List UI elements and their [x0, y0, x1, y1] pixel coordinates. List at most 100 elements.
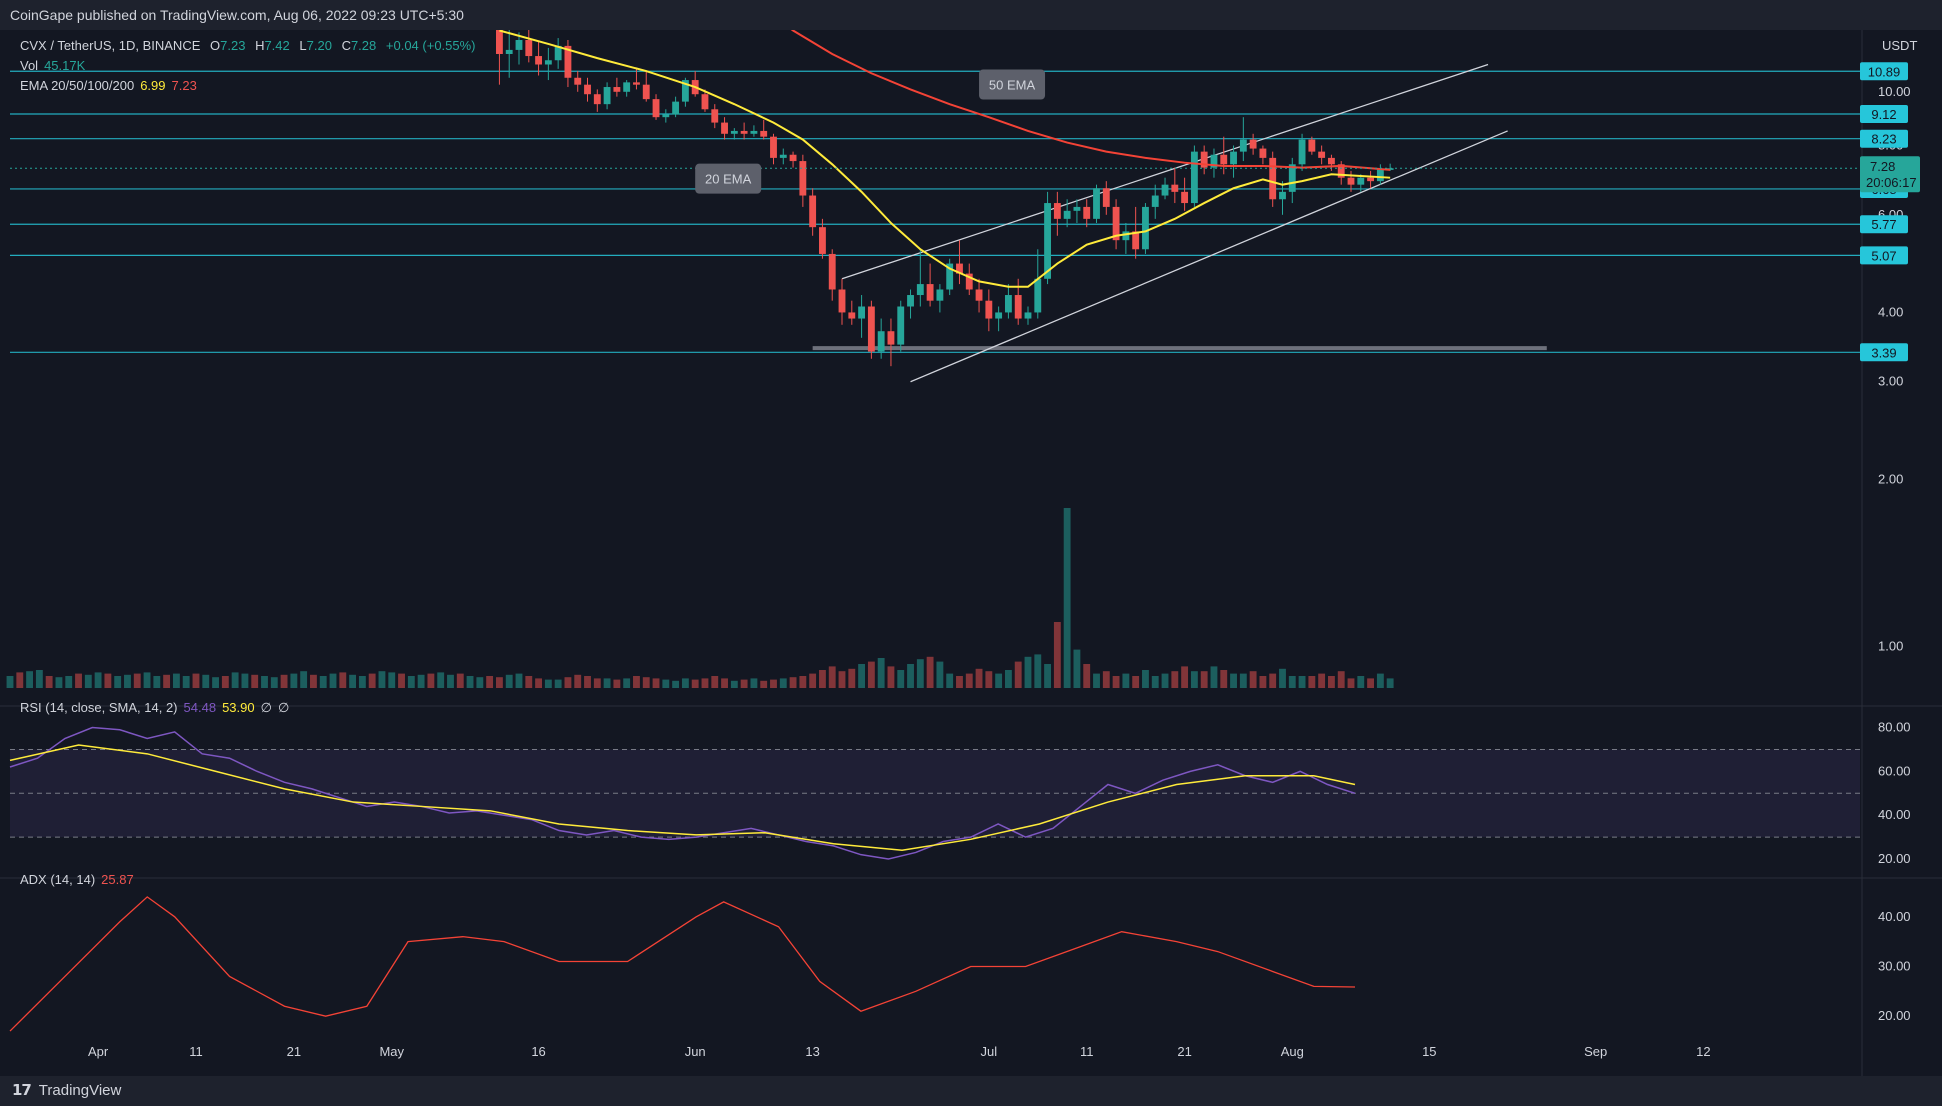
candle-body: [750, 130, 758, 134]
tradingview-logo-icon[interactable]: 𝟭𝟳: [12, 1082, 32, 1099]
volume-bar: [584, 676, 591, 688]
volume-bar: [1347, 678, 1355, 688]
candle-body: [828, 253, 836, 290]
volume-bar: [202, 674, 210, 688]
volume-bar: [84, 674, 92, 688]
volume-bar: [691, 679, 699, 688]
candle-body: [1132, 231, 1140, 250]
volume-bar: [1142, 670, 1149, 688]
candle-body: [985, 300, 993, 319]
volume-bar: [486, 676, 494, 688]
countdown-label: 20:06:17: [1866, 175, 1917, 190]
candle-body: [515, 40, 523, 50]
volume-bar: [280, 674, 288, 688]
volume-bar: [368, 673, 376, 688]
volume-bar: [975, 668, 983, 688]
channel-lower-line: [910, 130, 1508, 383]
volume-bar: [564, 677, 572, 688]
callout-box: [695, 163, 762, 194]
adx-value: 25.87: [101, 872, 134, 887]
candle-body: [623, 82, 631, 92]
candle-body: [711, 109, 719, 123]
volume-bar: [956, 676, 963, 688]
level-tag: [1860, 246, 1908, 265]
volume-bar: [270, 677, 278, 688]
candle-body: [1367, 177, 1375, 182]
candle-body: [995, 312, 1003, 319]
volume-bar: [1122, 673, 1130, 688]
candle-body: [926, 284, 934, 301]
volume-bar: [574, 674, 582, 688]
candle-body: [1063, 210, 1071, 219]
candle-body: [916, 284, 924, 296]
volume-bar: [447, 674, 454, 688]
footer-brand: TradingView: [38, 1082, 122, 1099]
volume-bar: [760, 680, 768, 688]
price-tick-label: 2.00: [1878, 471, 1903, 486]
rsi-band: [10, 749, 1860, 838]
volume-bar: [1337, 671, 1345, 688]
candle-body: [1112, 206, 1120, 241]
volume-bar: [1259, 676, 1267, 688]
rsi-tick-label: 40.00: [1878, 807, 1911, 822]
volume-bar: [1053, 622, 1061, 688]
candle-body: [1259, 148, 1267, 158]
price-chart[interactable]: USDT1.002.003.004.005.006.008.0010.00Apr…: [0, 30, 1942, 1076]
close-label: C: [341, 38, 351, 53]
candle-body: [1298, 139, 1306, 165]
volume-bar: [946, 673, 954, 688]
candle-body: [867, 306, 875, 352]
volume-bar: [535, 678, 542, 688]
level-tag: [1860, 129, 1908, 148]
date-tick-label: Apr: [88, 1044, 109, 1059]
candle-body: [1357, 177, 1365, 185]
rsi-sma-line: [9, 744, 1356, 852]
volume-bar: [300, 671, 308, 688]
candle-body: [574, 77, 582, 85]
candle-body: [1269, 157, 1277, 200]
volume-bar: [1357, 676, 1365, 688]
adx-tick-label: 20.00: [1878, 1008, 1911, 1023]
volume-bar: [995, 673, 1003, 688]
candle-body: [593, 94, 601, 105]
date-tick-label: 21: [1177, 1044, 1191, 1059]
volume-bar: [358, 676, 366, 688]
volume-bar: [505, 674, 513, 688]
volume-bar: [633, 676, 640, 688]
candle-body: [897, 306, 905, 345]
candle-body: [1171, 184, 1179, 192]
volume-bar: [721, 678, 728, 688]
volume-bar: [378, 671, 386, 688]
volume-bar: [1190, 671, 1198, 688]
rsi-value: 54.48: [183, 700, 217, 715]
rsi-legend: RSI (14, close, SMA, 14, 2) 54.48 53.90 ∅ ∅: [20, 700, 289, 716]
volume-bar: [652, 678, 660, 688]
volume-bar: [26, 671, 34, 688]
date-tick-label: Jun: [685, 1044, 706, 1059]
candle-body: [956, 263, 963, 274]
volume-bar: [290, 673, 298, 688]
volume-bar: [1112, 676, 1120, 688]
level-tag-label: 3.39: [1871, 345, 1896, 360]
volume-bar: [104, 673, 112, 688]
candle-body: [838, 289, 846, 313]
candle-body: [564, 45, 572, 78]
level-tag-label: 8.23: [1871, 132, 1896, 147]
level-tag-label: 5.77: [1871, 217, 1896, 232]
rsi-line: [9, 726, 1356, 860]
volume-bar: [809, 673, 817, 688]
volume-bar: [965, 673, 973, 688]
volume-bar: [887, 666, 895, 688]
candle-body: [535, 56, 542, 65]
volume-bar: [1093, 673, 1100, 688]
candle-body: [1249, 139, 1257, 149]
volume-bar: [407, 676, 415, 688]
candle-body: [1318, 151, 1326, 158]
volume-bar: [55, 677, 63, 688]
volume-bar: [1034, 654, 1042, 688]
volume-bar: [1239, 673, 1247, 688]
candle-body: [1347, 177, 1355, 185]
candle-body: [613, 87, 621, 92]
candle-body: [809, 195, 817, 228]
volume-bar: [897, 670, 905, 688]
